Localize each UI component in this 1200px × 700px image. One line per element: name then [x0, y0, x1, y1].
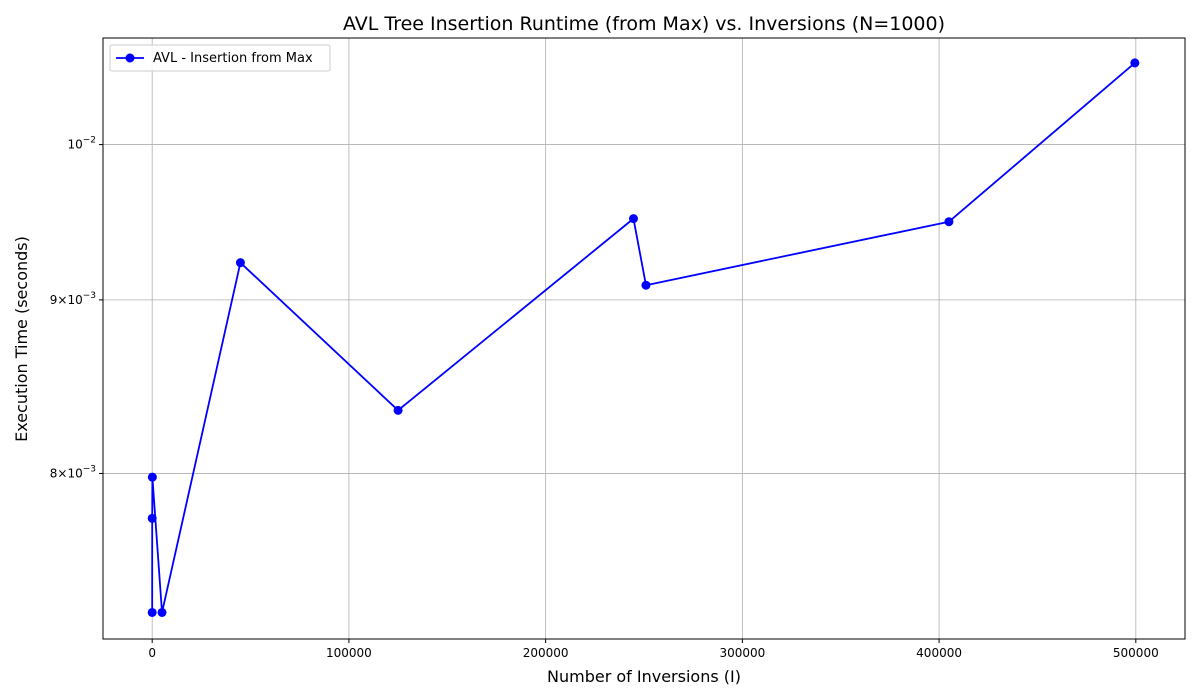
data-point [147, 513, 157, 523]
legend: AVL - Insertion from Max [109, 44, 331, 72]
series-line [151, 62, 1136, 614]
data-point [147, 607, 157, 617]
legend-box [109, 44, 331, 72]
data-series [147, 58, 1140, 617]
y-tick-label: 10−2 [67, 136, 96, 152]
data-point [641, 280, 651, 290]
data-point [944, 217, 954, 227]
y-tick-label: 9×10−3 [50, 291, 96, 307]
legend-label: AVL - Insertion from Max [153, 51, 313, 66]
x-tick-label: 200000 [523, 646, 569, 660]
data-point [235, 258, 245, 268]
x-tick-label: 100000 [326, 646, 372, 660]
x-tick-label: 300000 [719, 646, 765, 660]
data-point [147, 472, 157, 482]
plot-area-frame [102, 37, 1186, 640]
x-tick-label: 500000 [1113, 646, 1159, 660]
y-tick-label: 8×10−3 [50, 464, 96, 480]
data-point [628, 214, 638, 224]
data-point [1130, 58, 1140, 68]
x-tick-label: 400000 [916, 646, 962, 660]
grid-lines [103, 38, 1185, 639]
x-axis-label: Number of Inversions (I) [547, 667, 741, 686]
legend-marker [125, 53, 135, 63]
data-point [393, 405, 403, 415]
data-point [157, 607, 167, 617]
chart-title: AVL Tree Insertion Runtime (from Max) vs… [343, 13, 945, 35]
axis-ticks: 0 100000 200000 300000 400000 500000 8×10−3 9×1… [50, 136, 1159, 660]
x-tick-label: 0 [148, 646, 156, 660]
y-axis-label: Execution Time (seconds) [12, 236, 31, 442]
